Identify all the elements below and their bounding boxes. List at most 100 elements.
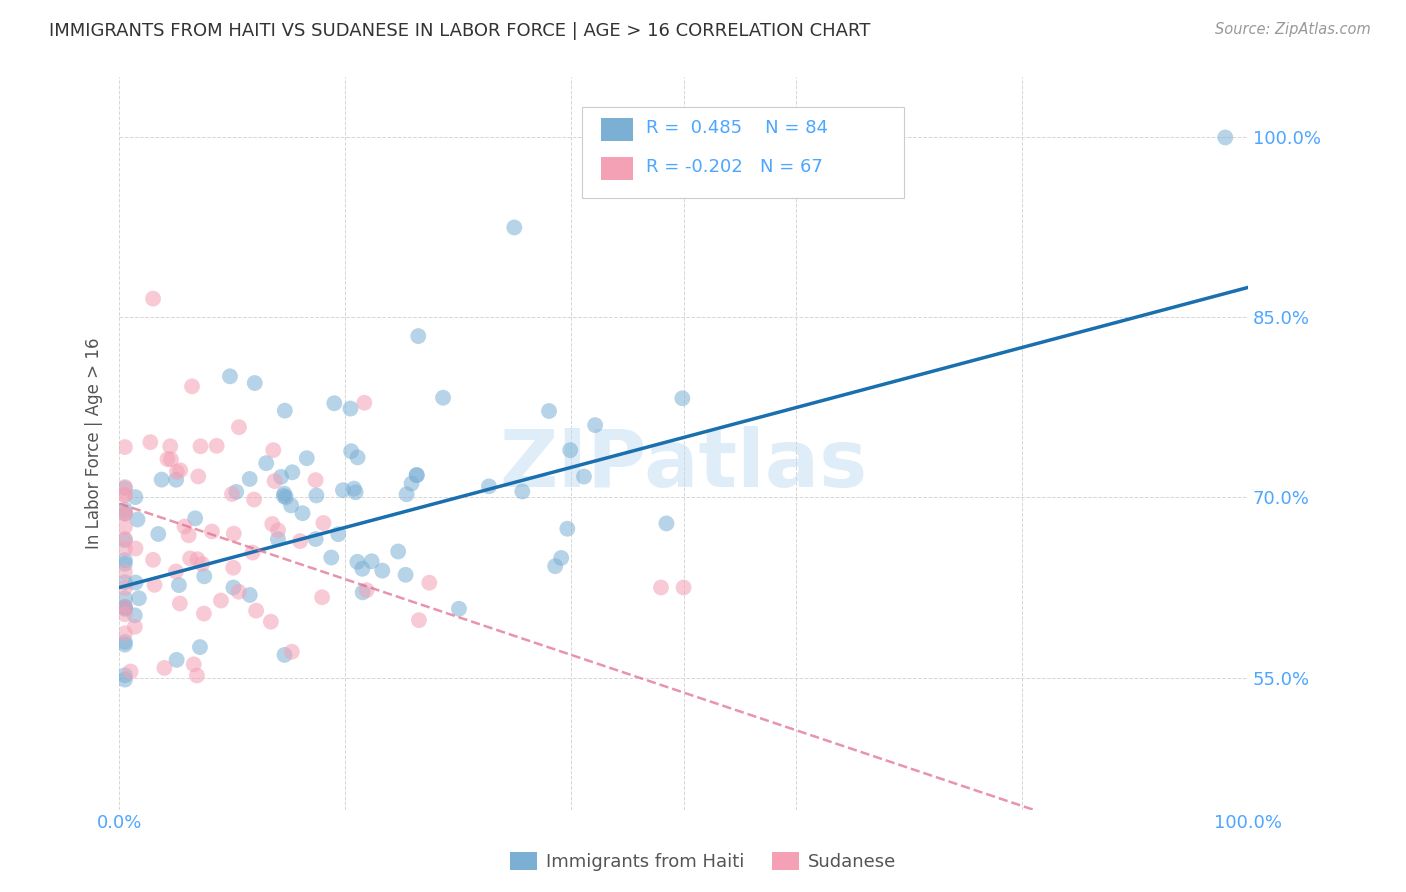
Point: [150, 473, 173, 487]
Point: [353, 396, 375, 410]
Point: [128, 591, 150, 606]
Point: [177, 528, 200, 542]
Point: [352, 585, 374, 599]
Point: [114, 507, 136, 521]
Point: [209, 593, 232, 607]
Point: [114, 553, 136, 567]
Point: [114, 668, 136, 682]
Point: [160, 452, 183, 467]
Point: [190, 439, 212, 453]
Point: [114, 600, 136, 615]
Point: [114, 626, 136, 640]
Point: [243, 492, 266, 507]
Point: [142, 292, 165, 306]
Point: [339, 401, 361, 416]
Point: [139, 435, 162, 450]
Point: [242, 545, 264, 559]
Point: [305, 532, 328, 546]
Point: [179, 551, 201, 566]
Point: [124, 490, 146, 504]
Point: [225, 484, 247, 499]
Point: [173, 519, 195, 533]
Point: [280, 499, 302, 513]
Point: [408, 613, 430, 627]
Point: [394, 567, 416, 582]
Point: [352, 562, 374, 576]
Point: [114, 581, 136, 595]
Point: [159, 439, 181, 453]
Point: [186, 668, 208, 682]
Point: [222, 581, 245, 595]
Point: [114, 638, 136, 652]
Point: [328, 527, 350, 541]
Point: [186, 552, 208, 566]
Point: [205, 439, 228, 453]
Point: [114, 488, 136, 502]
Point: [114, 507, 136, 521]
Point: [114, 480, 136, 494]
FancyBboxPatch shape: [602, 156, 633, 180]
Point: [401, 476, 423, 491]
Point: [127, 512, 149, 526]
Point: [304, 473, 326, 487]
Text: R =  0.485    N = 84: R = 0.485 N = 84: [647, 119, 828, 137]
Point: [254, 456, 277, 470]
Point: [273, 486, 295, 500]
Point: [191, 557, 214, 571]
Point: [346, 555, 368, 569]
Point: [114, 607, 136, 622]
Point: [183, 657, 205, 672]
Point: [201, 524, 224, 539]
Point: [114, 591, 136, 606]
Point: [156, 452, 179, 467]
Point: [544, 559, 567, 574]
Point: [114, 673, 136, 687]
Point: [114, 440, 136, 454]
Point: [371, 564, 394, 578]
Point: [114, 565, 136, 579]
Point: [281, 465, 304, 479]
Point: [344, 485, 367, 500]
Point: [572, 469, 595, 483]
Point: [165, 473, 187, 487]
Point: [181, 379, 204, 393]
Point: [305, 488, 328, 502]
Point: [114, 599, 136, 614]
Point: [114, 635, 136, 649]
Point: [114, 575, 136, 590]
Point: [187, 469, 209, 483]
Point: [405, 468, 427, 483]
Point: [143, 578, 166, 592]
Point: [114, 557, 136, 571]
Point: [245, 604, 267, 618]
Point: [114, 532, 136, 546]
Point: [650, 581, 672, 595]
Point: [193, 569, 215, 583]
Point: [405, 468, 427, 483]
Point: [510, 484, 533, 499]
Point: [537, 404, 560, 418]
Point: [221, 487, 243, 501]
Point: [243, 376, 266, 390]
Point: [262, 443, 284, 458]
Point: [560, 443, 582, 458]
Point: [169, 463, 191, 477]
Point: [114, 506, 136, 520]
Point: [114, 488, 136, 502]
Text: R = -0.202   N = 67: R = -0.202 N = 67: [647, 158, 823, 176]
Point: [321, 550, 343, 565]
Point: [222, 560, 245, 574]
Point: [346, 450, 368, 465]
Point: [188, 640, 211, 654]
Point: [274, 490, 297, 504]
Point: [281, 645, 304, 659]
Text: IMMIGRANTS FROM HAITI VS SUDANESE IN LABOR FORCE | AGE > 16 CORRELATION CHART: IMMIGRANTS FROM HAITI VS SUDANESE IN LAB…: [49, 22, 870, 40]
Point: [260, 615, 283, 629]
Point: [672, 581, 695, 595]
Point: [167, 578, 190, 592]
Point: [114, 602, 136, 616]
FancyBboxPatch shape: [582, 107, 904, 198]
Point: [148, 527, 170, 541]
Point: [295, 451, 318, 466]
Point: [267, 524, 290, 538]
